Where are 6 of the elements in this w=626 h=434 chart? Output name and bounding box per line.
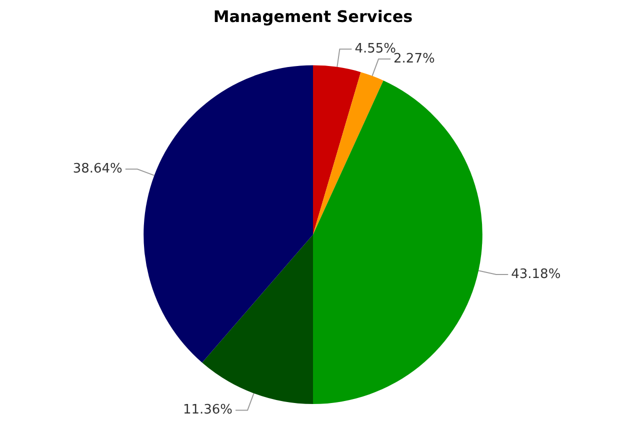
- data-label: 2.27%: [394, 51, 435, 66]
- chart-title: Management Services: [213, 6, 413, 26]
- data-label: 43.18%: [511, 266, 561, 282]
- data-label: 4.55%: [354, 41, 396, 56]
- data-label: 38.64%: [72, 162, 122, 177]
- data-label: 11.36%: [182, 402, 233, 418]
